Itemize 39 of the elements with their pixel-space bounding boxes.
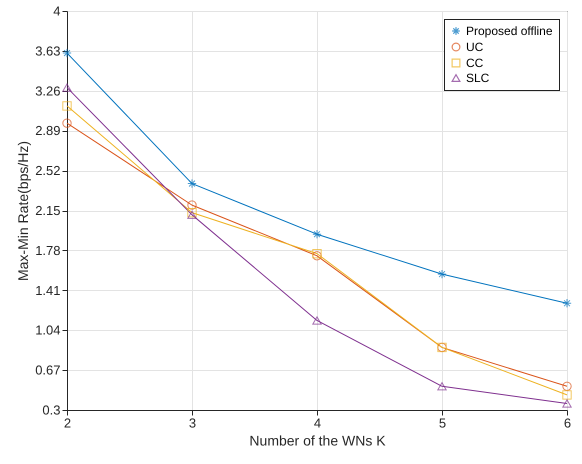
point <box>62 118 72 128</box>
y-tick-label: 2.52 <box>35 163 60 178</box>
point <box>562 298 572 308</box>
y-tick-label: 3.26 <box>35 83 60 98</box>
x-tick-label: 5 <box>438 416 446 430</box>
x-tick-label: 2 <box>64 416 72 430</box>
y-tick-label: 1.78 <box>35 242 60 258</box>
point <box>562 399 572 408</box>
point <box>562 390 572 400</box>
point <box>312 316 322 325</box>
point <box>62 83 72 92</box>
point <box>562 382 572 391</box>
y-tick-label: 2.89 <box>35 123 60 138</box>
y-tick-label: 1.04 <box>35 322 60 338</box>
point <box>187 210 197 219</box>
legend-label: Proposed offline <box>466 24 553 38</box>
point <box>62 48 72 58</box>
point <box>312 230 322 239</box>
point <box>312 248 322 258</box>
point <box>187 178 197 188</box>
y-tick-label: 2.15 <box>35 203 60 218</box>
point <box>187 200 197 210</box>
legend-label: CC <box>466 56 484 70</box>
y-tick-label: 0.3 <box>42 402 60 418</box>
x-tick-label: 3 <box>188 416 196 430</box>
y-tick-label: 4 <box>53 4 60 18</box>
y-tick-label: 3.63 <box>35 43 60 58</box>
point <box>437 269 447 279</box>
x-tick-label: 6 <box>564 416 572 430</box>
legend-label: UC <box>466 40 484 54</box>
y-tick-label: 1.41 <box>35 282 60 298</box>
point <box>62 101 72 111</box>
x-axis-title: Number of the WNs K <box>249 432 386 448</box>
y-axis-title: Max-Min Rate(bps/Hz) <box>15 140 32 282</box>
point <box>187 208 197 218</box>
x-tick-label: 4 <box>314 416 322 430</box>
legend-label: SLC <box>466 71 490 85</box>
y-tick-label: 0.67 <box>35 362 60 378</box>
point <box>437 382 447 390</box>
